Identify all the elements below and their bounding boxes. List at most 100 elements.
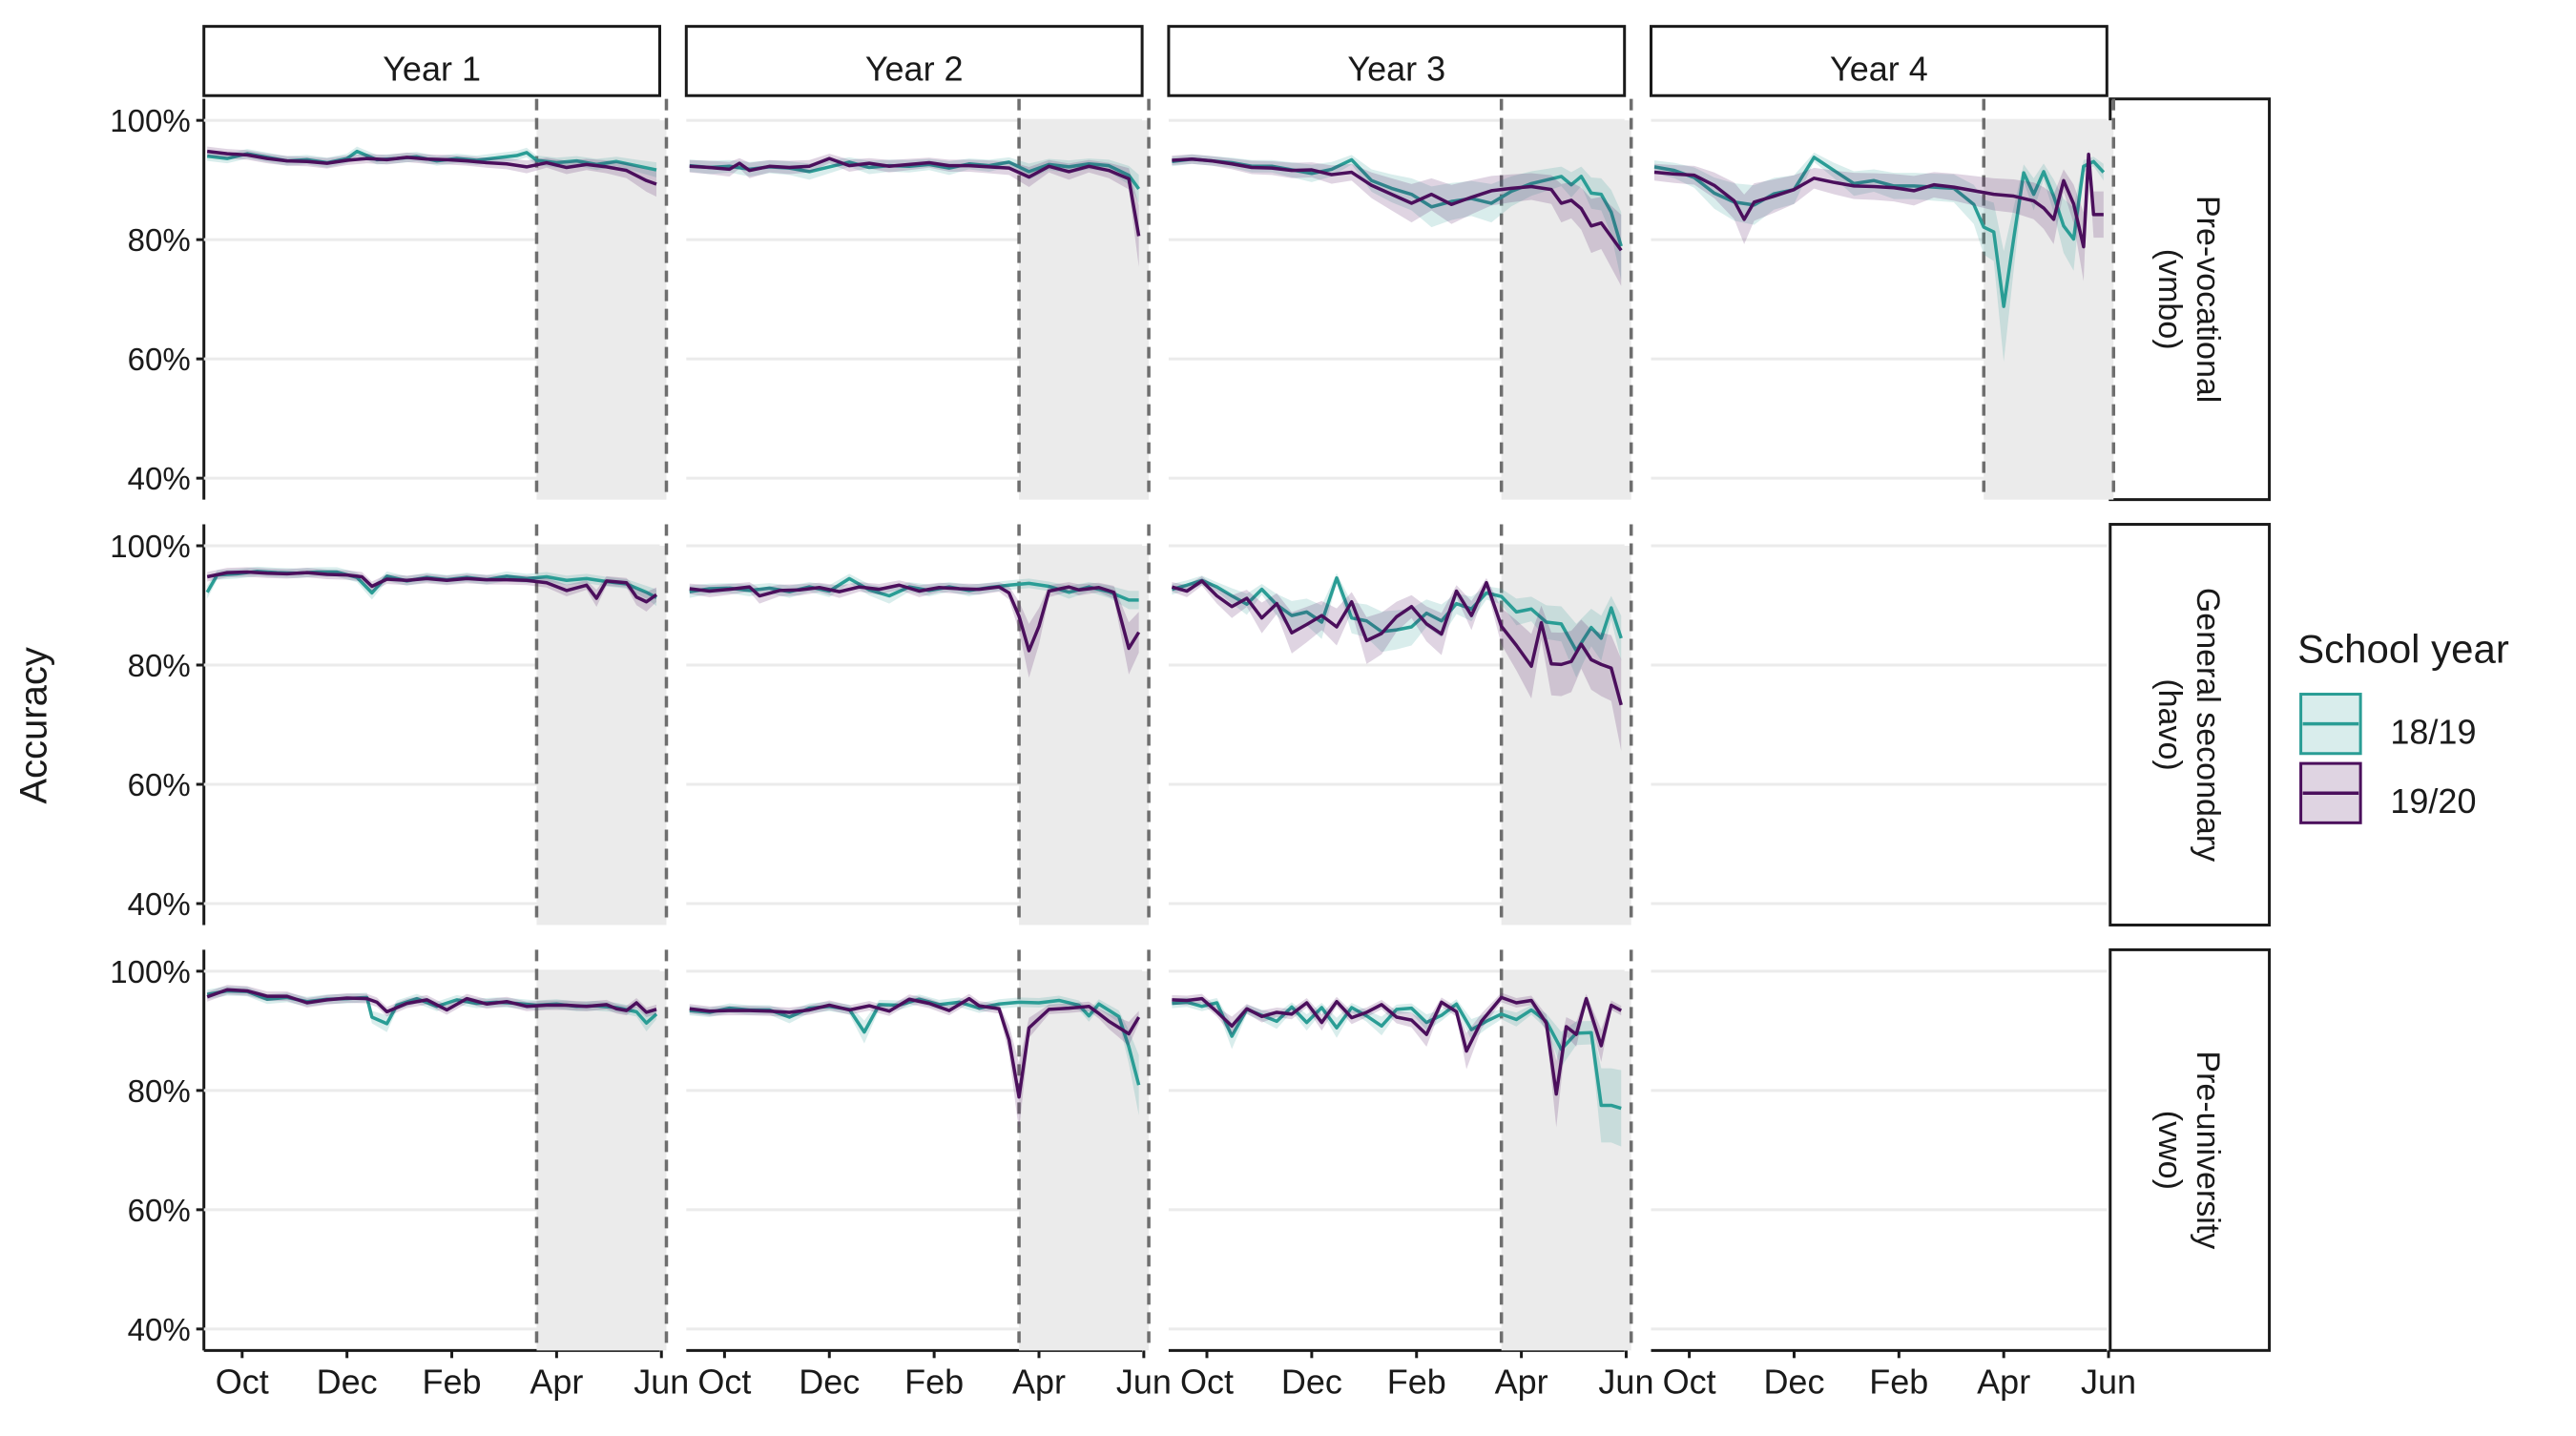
facet-strip-box	[2109, 947, 2272, 1352]
x-tick-label: Jun	[2081, 1362, 2136, 1401]
x-tick-label: Dec	[317, 1362, 378, 1401]
facet-strip-row: General secondary(havo)	[2109, 523, 2272, 926]
y-tick-label: 80%	[128, 648, 191, 683]
series-line-19-20	[1653, 153, 2104, 249]
panel-series	[689, 154, 1141, 267]
series-line-19-20	[689, 996, 1141, 1099]
facet-panel	[1168, 524, 1633, 926]
x-axis: Oct Dec Feb Apr Jun	[203, 1348, 689, 1401]
series-ribbon-19-20	[1172, 992, 1622, 1128]
facet-strip-row: Pre-university(vwo)	[2109, 947, 2272, 1352]
series-ribbon-19-20	[689, 154, 1139, 267]
legend: School year 18/19 19/20	[2297, 627, 2509, 824]
panel-series	[1653, 149, 2106, 363]
panel-series	[206, 985, 658, 1032]
facet-panel	[203, 524, 669, 926]
y-tick-label: 60%	[128, 342, 191, 377]
x-tick-label: Oct	[1663, 1362, 1716, 1401]
facet-strip-box	[202, 25, 662, 97]
facet-strip-label: Pre-university(vwo)	[2151, 1051, 2226, 1249]
facet-panel	[203, 98, 669, 500]
facet-panel	[686, 524, 1151, 926]
panel-series	[1172, 154, 1623, 286]
facet-strip-label-line: Pre-university	[2190, 1051, 2226, 1249]
facet-strip-label-line: General secondary	[2190, 588, 2226, 862]
legend-label: 18/19	[2390, 712, 2476, 751]
x-tick-label: Jun	[1116, 1362, 1172, 1401]
series-ribbon-19-20	[689, 993, 1139, 1132]
series-line-19-20	[206, 988, 657, 1014]
facet-strip-label: General secondary(havo)	[2151, 588, 2226, 862]
facet-strip-label-line: (vmbo)	[2151, 249, 2188, 350]
x-tick-label: Oct	[1180, 1362, 1234, 1401]
facet-strip-box	[1167, 25, 1627, 97]
lockdown-shade	[536, 120, 667, 500]
series-line-19-20	[689, 156, 1141, 237]
facet-panel	[1168, 98, 1633, 500]
series-ribbon-18-19	[207, 146, 657, 177]
facet-panel	[203, 949, 669, 1351]
series-line-19-20	[689, 583, 1141, 653]
series-ribbon-18-19	[1172, 154, 1622, 281]
facet-strip-box	[2109, 523, 2272, 926]
lockdown-shade	[536, 546, 667, 926]
facet-strip-label: Year 1	[383, 50, 481, 89]
lockdown-shade	[536, 970, 667, 1351]
lockdown-shade	[1019, 546, 1150, 926]
x-tick-label: Feb	[904, 1362, 964, 1401]
x-axis: Oct Dec Feb Apr Jun	[686, 1348, 1172, 1401]
legend-label: 19/20	[2390, 781, 2476, 821]
y-axis: 40% 60% 80% 100%	[110, 98, 206, 500]
x-tick-label: Feb	[1869, 1362, 1928, 1401]
facet-strip-label-line: (vwo)	[2151, 1111, 2188, 1190]
facet-strip-label: Pre-vocational(vmbo)	[2151, 196, 2226, 403]
x-tick-label: Jun	[1598, 1362, 1653, 1401]
facet-strip-col: Year 2	[684, 25, 1144, 97]
panel-series	[689, 573, 1141, 678]
series-line-19-20	[1171, 579, 1623, 706]
y-tick-label: 100%	[110, 954, 190, 989]
lockdown-shade	[1019, 120, 1150, 500]
series-line-19-20	[206, 149, 657, 186]
facet-strip-col: Year 1	[202, 25, 662, 97]
series-ribbon-18-19	[689, 994, 1139, 1115]
series-ribbon-18-19	[1653, 152, 2104, 363]
series-ribbon-18-19	[1172, 572, 1622, 678]
series-ribbon-19-20	[207, 146, 657, 198]
x-tick-label: Dec	[1763, 1362, 1824, 1401]
series-line-19-20	[206, 570, 658, 604]
y-tick-label: 60%	[128, 1193, 191, 1228]
facet-strip-col: Year 3	[1167, 25, 1627, 97]
facet-strip-box	[684, 25, 1144, 97]
legend-title: School year	[2297, 627, 2509, 672]
series-line-19-20	[1172, 157, 1623, 252]
facet-strip-box	[2109, 97, 2272, 502]
panel-series	[206, 146, 657, 198]
y-axis: 40% 60% 80% 100%	[110, 524, 206, 926]
y-tick-label: 80%	[128, 222, 191, 258]
x-tick-label: Oct	[216, 1362, 269, 1401]
x-tick-label: Oct	[697, 1362, 751, 1401]
facet-panel	[1651, 98, 2116, 500]
facet-strip-box	[1650, 25, 2109, 97]
facet-strip-label: Year 2	[865, 50, 964, 89]
series-line-19-20	[1172, 995, 1623, 1096]
lockdown-shade	[1501, 120, 1631, 500]
facet-strip-row: Pre-vocational(vmbo)	[2109, 97, 2272, 502]
panel-series	[1171, 572, 1623, 751]
x-axis: Oct Dec Feb Apr Jun	[1651, 1348, 2136, 1401]
y-axis-title: Accuracy	[13, 647, 55, 804]
x-tick-label: Apr	[1495, 1362, 1548, 1401]
facet-panel	[1651, 544, 2108, 905]
series-ribbon-18-19	[207, 986, 657, 1032]
panel-series	[205, 566, 658, 613]
y-tick-label: 40%	[128, 461, 191, 496]
x-tick-label: Dec	[799, 1362, 860, 1401]
y-axis: 40% 60% 80% 100%	[110, 949, 206, 1351]
y-tick-label: 100%	[110, 529, 190, 564]
panel-series	[689, 993, 1141, 1132]
series-line-18-19	[689, 576, 1139, 602]
x-tick-label: Apr	[530, 1362, 583, 1401]
